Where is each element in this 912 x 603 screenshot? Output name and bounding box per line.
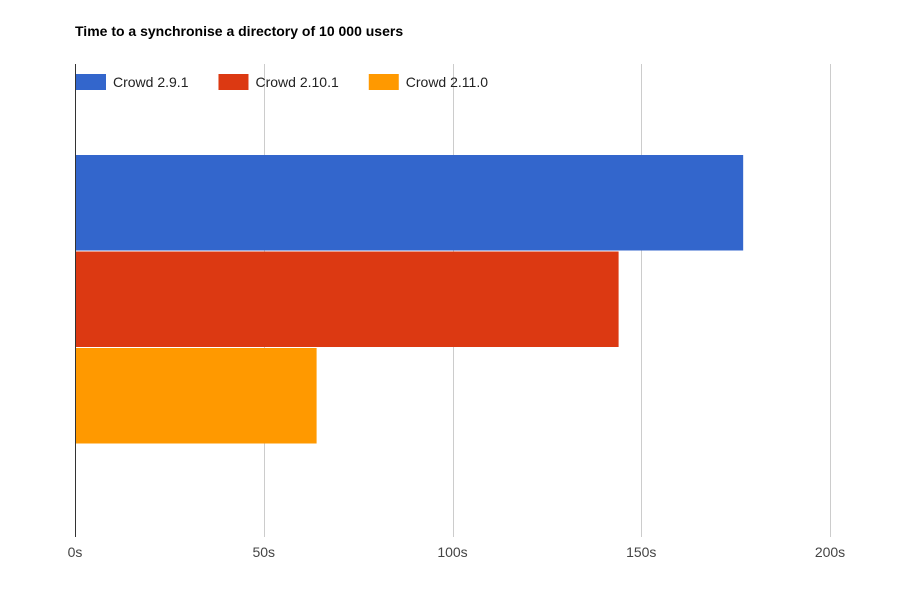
legend-item-crowd-2-11-0[interactable]: Crowd 2.11.0 <box>368 74 488 90</box>
x-tick-label: 150s <box>626 544 656 560</box>
legend-label: Crowd 2.10.1 <box>255 74 338 90</box>
legend-item-crowd-2-9-1[interactable]: Crowd 2.9.1 <box>76 74 189 90</box>
x-axis-ticks: 0s 50s 100s 150s 200s <box>68 544 846 560</box>
legend[interactable]: Crowd 2.9.1 Crowd 2.10.1 Crowd 2.11.0 <box>76 74 488 90</box>
x-tick-label: 50s <box>252 544 275 560</box>
bar-crowd-2-10-1[interactable] <box>75 251 619 348</box>
legend-swatch <box>368 74 399 90</box>
x-tick-label: 0s <box>68 544 83 560</box>
bars <box>75 155 744 444</box>
x-tick-label: 100s <box>437 544 467 560</box>
x-tick-label: 200s <box>815 544 845 560</box>
legend-swatch <box>76 74 106 90</box>
bar-crowd-2-11-0[interactable] <box>75 348 317 444</box>
chart-title: Time to a synchronise a directory of 10 … <box>75 23 403 39</box>
legend-swatch <box>218 74 249 90</box>
legend-label: Crowd 2.11.0 <box>406 74 488 90</box>
bar-crowd-2-9-1[interactable] <box>75 155 744 251</box>
legend-label: Crowd 2.9.1 <box>113 74 189 90</box>
legend-item-crowd-2-10-1[interactable]: Crowd 2.10.1 <box>218 74 339 90</box>
